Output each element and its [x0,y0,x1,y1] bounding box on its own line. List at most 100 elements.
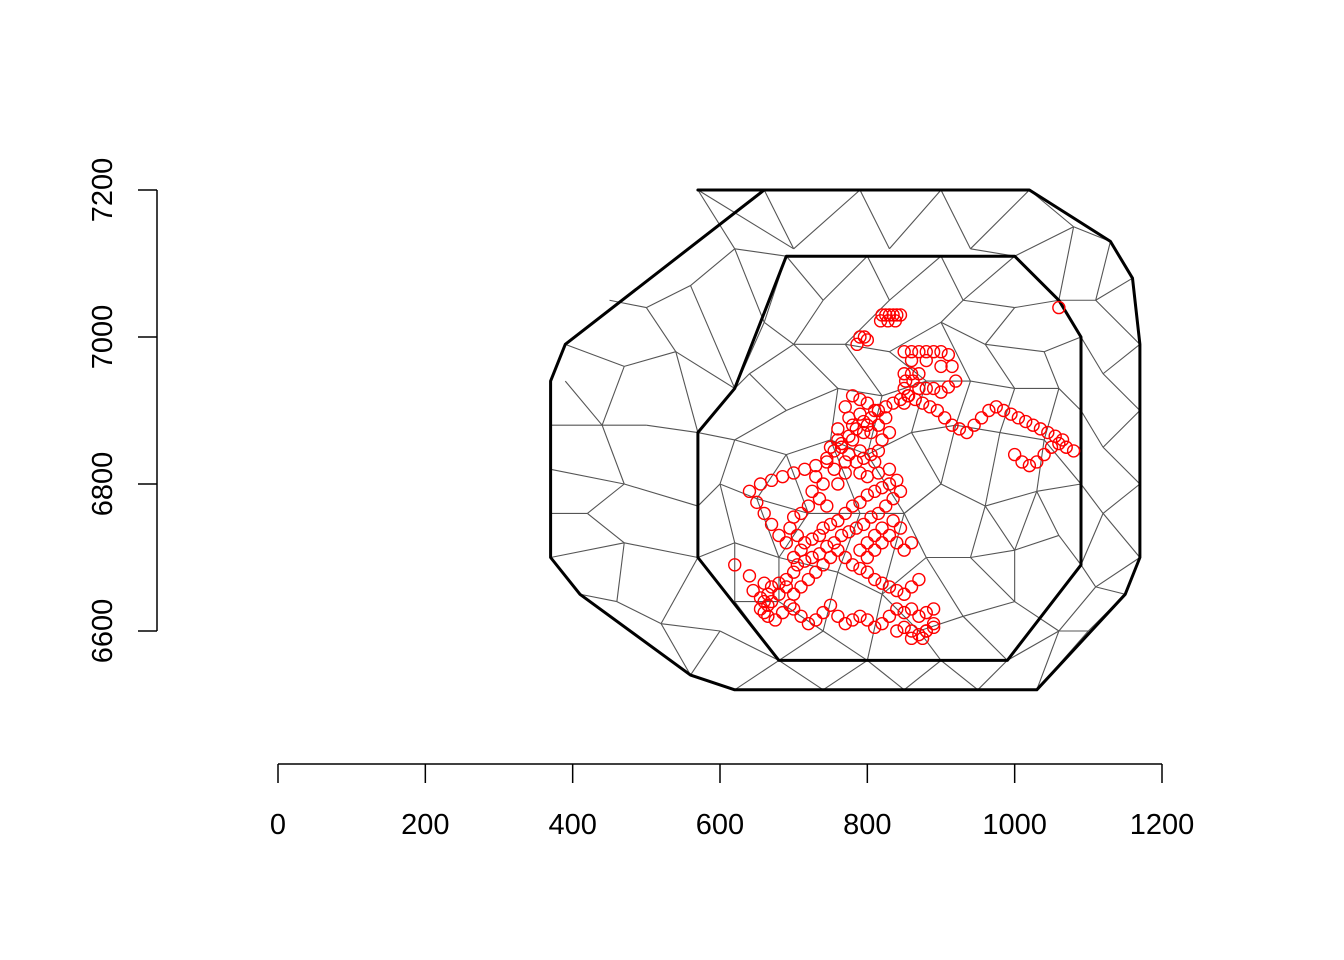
mesh-edge [940,483,986,507]
data-point [904,536,919,550]
mesh-edge [1014,226,1074,257]
mesh-edge [889,255,942,301]
mesh-edge [911,424,956,434]
mesh-edge [1080,336,1104,375]
data-point [834,528,849,543]
boundary-layer [549,188,1142,692]
data-point [842,411,856,425]
data-point [879,411,893,425]
x-tick-label: 1200 [1130,809,1195,841]
mesh-edge [911,432,942,485]
mesh-edge [690,248,736,286]
mesh-edge [837,387,883,397]
mesh-edge [1102,483,1141,514]
data-point [801,499,816,513]
mesh-edge [1095,277,1133,301]
mesh-edge [1095,299,1141,345]
mesh-edge [837,571,883,595]
data-point [831,609,845,623]
mesh-edge [925,557,964,617]
data-point [809,613,823,627]
data-point [875,616,889,631]
mesh-edge [962,615,1008,661]
data-point [926,381,941,396]
data-point [805,484,819,499]
data-point [945,418,959,432]
data-point [850,337,864,352]
points-layer [728,300,1081,646]
data-point [853,543,867,557]
mesh-edge [940,659,979,691]
x-tick-label: 400 [548,809,596,841]
data-point [864,411,878,425]
data-point [1015,455,1029,469]
data-point [945,359,959,374]
data-point [827,536,841,550]
data-point [886,492,900,506]
data-point [904,353,919,368]
data-point [868,455,882,469]
data-point [786,565,801,579]
data-point [842,525,856,539]
mesh-edge [624,483,699,507]
mesh-edge [1014,601,1060,632]
data-point [901,389,915,403]
mesh-edge [1036,439,1045,492]
mesh-edge [550,468,625,485]
data-point [764,580,779,594]
mesh-edge [985,490,1037,507]
data-point [949,374,963,388]
mesh-edge [719,483,758,500]
mesh-edge [844,344,883,397]
data-point [875,536,889,550]
data-point [838,466,852,480]
data-point [757,576,771,590]
data-point [882,462,897,476]
data-point [926,616,941,631]
data-point [768,613,782,627]
data-point [871,506,886,521]
mesh-edge [749,343,794,375]
data-point [823,440,838,454]
data-point [790,558,805,572]
mesh-edge [962,601,1015,617]
data-point [849,422,863,436]
mesh-edge [822,630,868,661]
mesh-edge [675,351,736,389]
data-point [882,528,897,543]
data-point [886,514,900,528]
mesh-edge [579,593,617,603]
mesh-edge [889,351,927,382]
data-point [764,594,779,609]
data-point [904,580,919,594]
mesh-edge [1080,483,1104,514]
mesh-edge [793,189,861,250]
data-point [860,550,875,565]
mesh-edge [719,439,736,485]
mesh-edge [1102,373,1141,411]
mesh-edge [962,255,1016,301]
mesh-edge [911,380,927,433]
mesh-edge [778,659,824,691]
mesh-edge [1102,410,1141,448]
data-point [757,594,771,609]
mesh-edge [1080,564,1097,588]
data-point [868,528,882,543]
mesh-edge [1036,630,1060,690]
mesh-edge [785,454,809,514]
mesh-edge [660,623,692,676]
data-point [809,565,823,579]
data-point [856,517,871,532]
data-point [742,484,757,499]
data-point [912,367,926,381]
mesh-edge [822,659,868,691]
mesh-edge [734,248,787,257]
data-point [805,532,819,546]
data-point [912,609,926,623]
data-point [746,583,760,598]
mesh-edge [940,425,957,485]
data-point [893,484,908,499]
data-point [1019,414,1033,429]
data-point [934,359,948,374]
data-point [875,576,889,590]
